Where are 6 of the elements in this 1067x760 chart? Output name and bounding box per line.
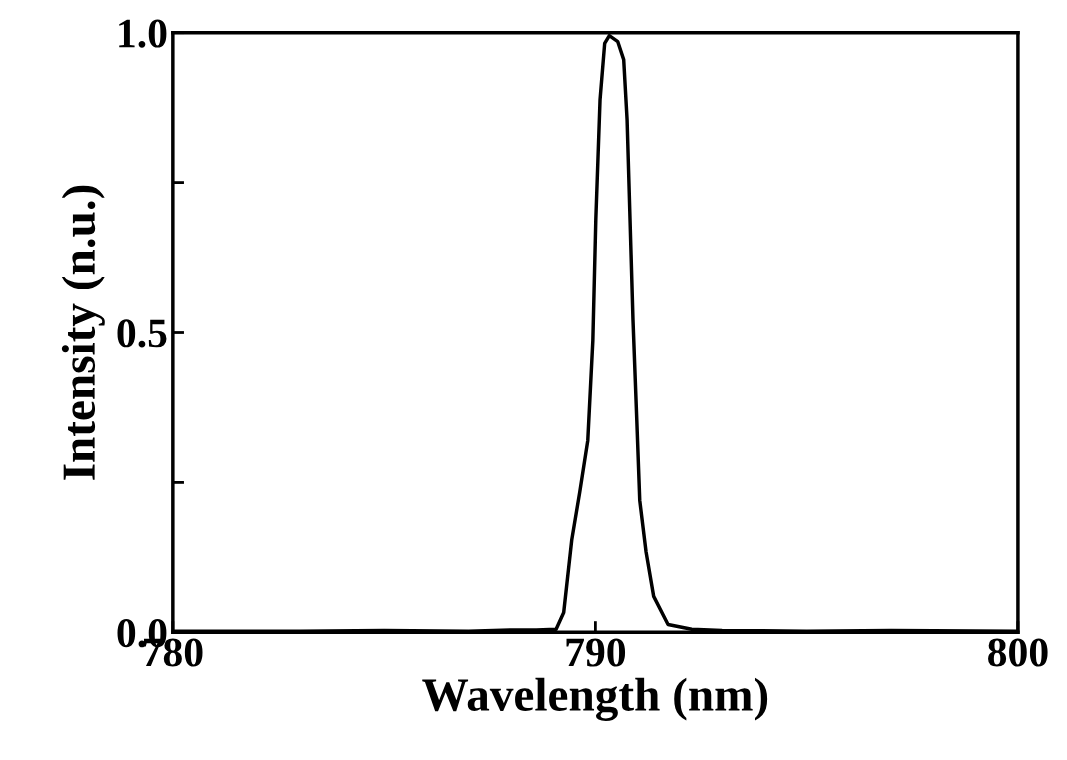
y-tick-label: 1.0 [119, 19, 167, 48]
x-axis-title: Wavelength (nm) [422, 677, 768, 721]
y-axis-title: Intensity (n.u.) [61, 185, 105, 480]
y-tick-label: 0.5 [117, 319, 167, 348]
x-tick-label: 790 [566, 638, 626, 667]
x-tick-label: 800 [988, 638, 1048, 667]
